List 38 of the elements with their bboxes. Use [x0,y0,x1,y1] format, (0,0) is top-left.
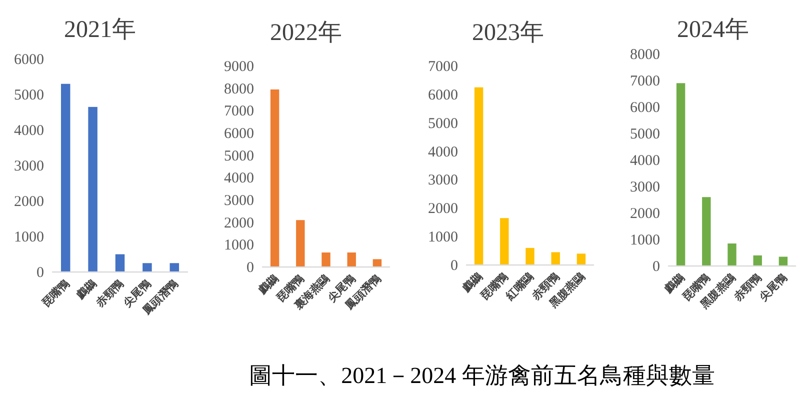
y-tick-label: 9000 [224,59,254,75]
y-tick-label: 0 [246,260,254,276]
chart-title: 2022年 [270,20,342,46]
y-tick-label: 3000 [224,193,254,209]
chart-title: 2021年 [64,17,136,43]
y-tick-label: 3000 [630,180,660,196]
y-tick-label: 1000 [14,230,44,246]
text: 圖十一、2021－2024 年游禽前五名鳥種與數量 [249,363,715,388]
y-tick-label: 5000 [428,116,458,132]
y-tick-label: 3000 [14,158,44,174]
y-tick-label: 2000 [630,206,660,222]
y-tick-label: 2000 [224,215,254,232]
y-tick-label: 8000 [630,47,660,63]
y-tick-label: 6000 [14,52,44,68]
y-tick-label: 1000 [428,230,458,246]
y-tick-label: 1000 [630,232,660,248]
y-tick-label: 7000 [428,59,458,75]
y-tick-label: 0 [450,258,458,274]
y-tick-label: 6000 [428,87,458,104]
y-tick-label: 8000 [224,81,254,98]
y-tick-label: 6000 [224,126,254,142]
y-tick-label: 3000 [428,172,458,189]
chart-title: 2024年 [677,17,749,43]
y-tick-label: 5000 [224,148,254,164]
y-tick-label: 4000 [630,153,660,169]
chart-title: 2023年 [472,20,544,46]
y-tick-label: 4000 [224,170,254,187]
y-tick-label: 5000 [630,126,660,142]
y-tick-label: 6000 [630,100,660,116]
y-tick-label: 4000 [14,123,44,139]
y-tick-label: 1000 [224,238,254,254]
y-tick-label: 7000 [224,104,254,120]
y-tick-label: 5000 [14,88,44,104]
y-tick-label: 7000 [630,74,660,90]
y-tick-label: 2000 [428,201,458,218]
y-tick-label: 0 [652,259,660,275]
y-tick-label: 2000 [14,194,44,210]
y-tick-label: 4000 [428,144,458,160]
